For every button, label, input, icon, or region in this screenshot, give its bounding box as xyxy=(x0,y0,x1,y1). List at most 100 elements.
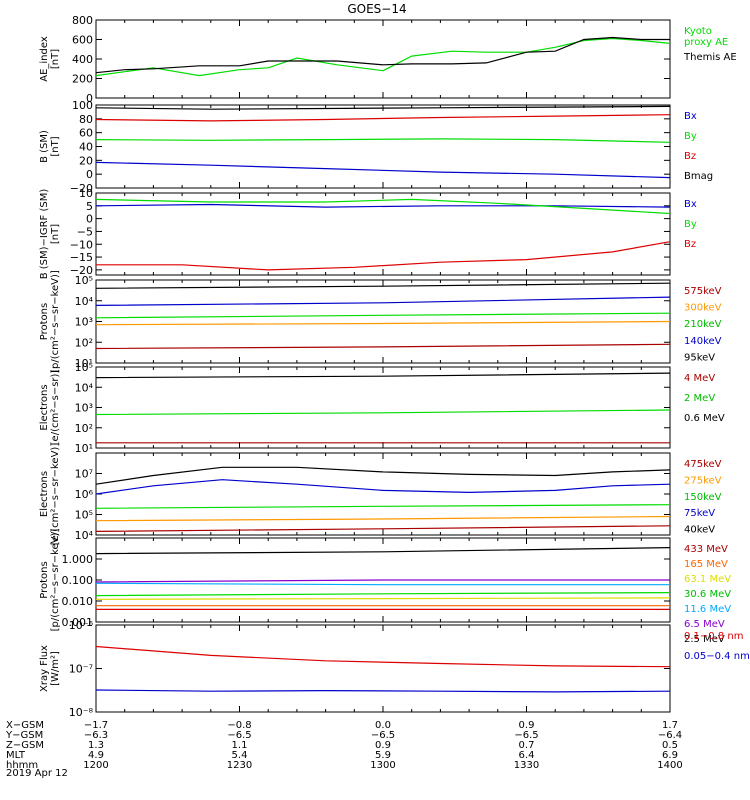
legend-entry: proxy AE xyxy=(684,37,728,48)
legend-entry: 11.6 MeV xyxy=(684,604,731,615)
legend-entry: 0.05−0.4 nm xyxy=(684,651,750,662)
x-axis-value: −6.5 xyxy=(514,730,538,741)
x-axis-value: −6.5 xyxy=(371,730,395,741)
series-line xyxy=(95,37,671,77)
series-line xyxy=(95,479,671,495)
legend-entry: 165 MeV xyxy=(684,559,728,570)
y-tick-label: 600 xyxy=(72,34,93,47)
y-tick-label: 10 xyxy=(79,187,93,200)
y-tick-label: 0.001 xyxy=(62,616,94,629)
y-tick-label: −5 xyxy=(77,225,93,238)
x-axis-value: 0.5 xyxy=(662,740,678,751)
y-tick-label: 0 xyxy=(86,168,93,181)
x-axis-row-label: hhmm xyxy=(6,760,38,771)
panel-6: 10⁴ 10⁵ 10⁶ 10⁷ Electrons [e/(cm²−s−sr−keV)] 4… xyxy=(39,443,722,546)
y-tick-label: 10¹ xyxy=(75,442,93,455)
panel-4: 10¹ 10² 10³ 10⁴ 10⁵ Protons [p/(cm²−s−sr−keV)]… xyxy=(39,270,722,373)
y-tick-label: −15 xyxy=(70,251,93,264)
y-tick-label: 10⁻⁶ xyxy=(69,619,94,632)
x-axis-value: 4.9 xyxy=(88,750,104,761)
x-axis-value: 6.4 xyxy=(519,750,535,761)
y-tick-label: −10 xyxy=(70,238,93,251)
legend-entry: 2 MeV xyxy=(684,393,715,404)
legend-entry: 75keV xyxy=(684,508,715,519)
series-line xyxy=(95,515,671,522)
y-tick-label: 20 xyxy=(79,154,93,167)
y-axis-label: Electrons xyxy=(39,471,50,517)
x-axis-value: 0.0 xyxy=(375,720,391,731)
x-axis-value: 6.9 xyxy=(662,750,678,761)
series-line xyxy=(95,504,671,509)
legend-entry: 0.6 MeV xyxy=(684,413,725,424)
x-axis-value: 0.7 xyxy=(519,740,535,751)
series-line xyxy=(95,591,671,597)
panel-5: 10¹ 10² 10³ 10⁴ 10⁵ Electrons [e/(cm²−s−sr)] 4 … xyxy=(39,361,725,455)
legend-entry: 575keV xyxy=(684,286,722,297)
legend-entry: Bmag xyxy=(684,171,713,182)
y-axis-label: B (SM) xyxy=(39,130,50,163)
series-line xyxy=(95,547,671,555)
y-tick-label: 5 xyxy=(86,200,93,213)
legend-entry: 433 MeV xyxy=(684,544,728,555)
legend-entry: 4 MeV xyxy=(684,373,715,384)
legend-entry: Bz xyxy=(684,151,696,162)
series-line xyxy=(95,320,671,326)
y-tick-label: 10⁴ xyxy=(75,381,94,394)
x-axis-value: 0.9 xyxy=(375,740,391,751)
x-axis-value: 1.1 xyxy=(232,740,248,751)
y-tick-label: 10² xyxy=(75,336,93,349)
y-tick-label: 60 xyxy=(79,127,93,140)
x-axis-value: 1400 xyxy=(657,760,682,771)
panel-frame xyxy=(95,624,671,713)
y-axis-label: AE_index xyxy=(39,36,50,82)
series-line xyxy=(95,343,671,350)
y-tick-label: 400 xyxy=(72,53,93,66)
y-tick-label: 10⁶ xyxy=(75,488,94,501)
legend-entry: 275keV xyxy=(684,475,722,486)
y-tick-label: 10⁷ xyxy=(75,468,93,481)
y-tick-label: 10⁴ xyxy=(75,295,94,308)
legend-entry: Kyoto xyxy=(684,26,712,37)
panel-8: 10⁻⁸ 10⁻⁷ 10⁻⁶ Xray Flux [W/m²] 0.1−0.8 nm 0.0… xyxy=(39,619,750,719)
legend-entry: 210keV xyxy=(684,319,722,330)
x-axis-row-label: X−GSM xyxy=(6,720,44,731)
panel-7: 0.001 0.010 0.100 1.000 Protons [p/(cm²−s−sr−… xyxy=(39,529,731,645)
y-tick-label: 10³ xyxy=(75,316,93,329)
y-tick-label: 10⁻⁸ xyxy=(69,706,94,719)
chart-title: GOES−14 xyxy=(347,2,406,16)
y-axis-label: [p/(cm²−s−sr−keV)] xyxy=(50,529,61,632)
y-axis-label: Xray Flux xyxy=(39,645,50,692)
x-axis-value: 1200 xyxy=(83,760,108,771)
y-tick-label: 80 xyxy=(79,113,93,126)
y-tick-label: 200 xyxy=(72,73,93,86)
x-axis-value: 1.7 xyxy=(662,720,678,731)
legend-entry: 2.5 MeV xyxy=(684,634,725,645)
series-line xyxy=(95,105,671,110)
y-tick-label: 0 xyxy=(86,92,93,105)
y-tick-label: 10⁻⁷ xyxy=(69,663,93,676)
legend-entry: By xyxy=(684,219,697,230)
y-tick-label: 10⁵ xyxy=(75,509,93,522)
legend-entry: 63.1 MeV xyxy=(684,574,731,585)
x-axis-value: 0.9 xyxy=(519,720,535,731)
series-line xyxy=(95,597,671,600)
y-axis-label: Electrons xyxy=(39,384,50,430)
x-axis-row-label: Z−GSM xyxy=(6,740,44,751)
x-axis-value: −6.5 xyxy=(227,730,251,741)
legend-entry: 40keV xyxy=(684,525,715,536)
y-tick-label: 100 xyxy=(72,99,93,112)
legend-entry: Themis AE xyxy=(683,52,737,63)
legend-entry: 0.1−0.8 nm xyxy=(684,631,743,642)
y-tick-label: 10⁵ xyxy=(75,361,93,374)
x-axis-value: 1300 xyxy=(370,760,395,771)
panel-frame xyxy=(95,452,671,536)
legend-entry: 475keV xyxy=(684,459,722,470)
y-axis-label: [e/(cm²−s−sr−keV)] xyxy=(50,443,61,546)
y-tick-label: −20 xyxy=(70,264,93,277)
legend-entry: 30.6 MeV xyxy=(684,589,731,600)
series-line xyxy=(95,296,671,306)
x-axis-value: 5.4 xyxy=(232,750,248,761)
